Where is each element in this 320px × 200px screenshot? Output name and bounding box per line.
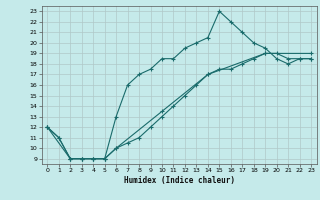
X-axis label: Humidex (Indice chaleur): Humidex (Indice chaleur) — [124, 176, 235, 185]
